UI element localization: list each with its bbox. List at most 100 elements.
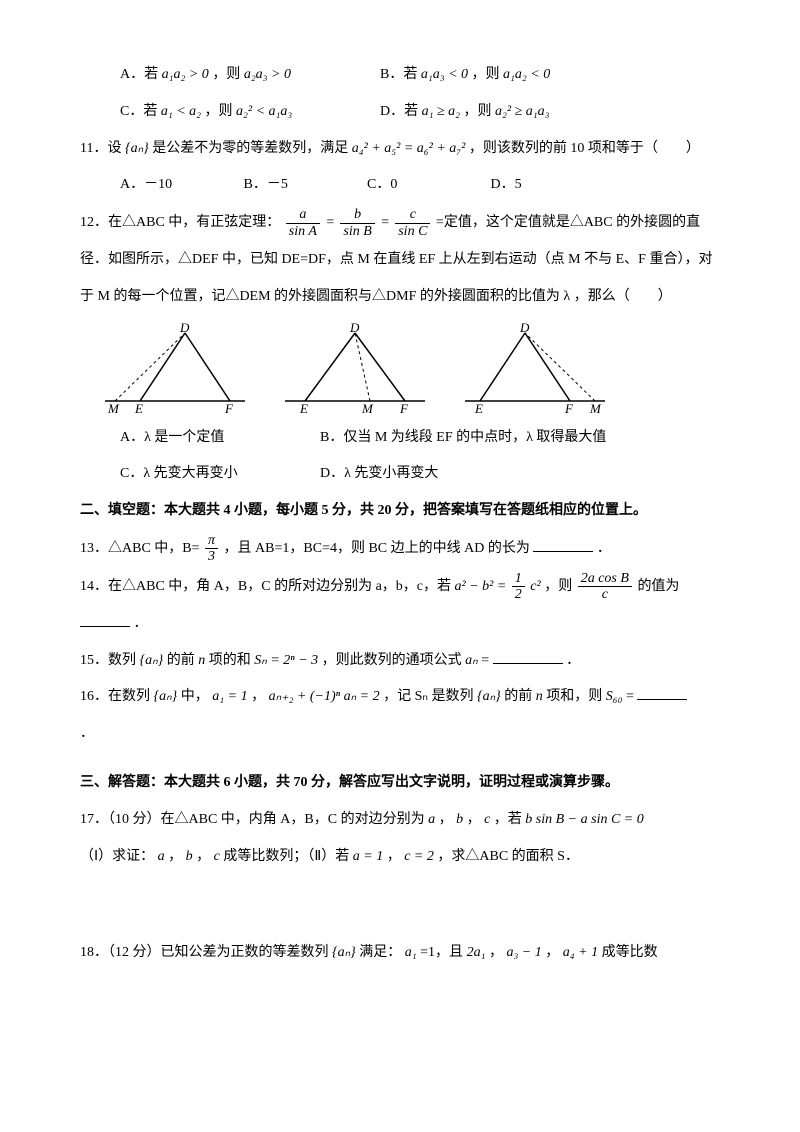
q17-2a: （Ⅰ）求证：: [80, 849, 154, 864]
opt-c-cond: a₁ < a₂: [161, 104, 201, 119]
num: c: [395, 207, 430, 222]
q16-pre: 16．在数列: [80, 689, 150, 704]
q12-num: 12．在△ABC 中，有正弦定理：: [80, 215, 280, 230]
frac-pi-3: π3: [205, 533, 218, 565]
q15-mid3: ，则此数列的通项公式: [322, 653, 462, 668]
num: a: [286, 207, 320, 222]
q18-pre: 18．（12 分）已知公差为正数的等差数列: [80, 945, 329, 960]
label-e: E: [474, 401, 483, 413]
q10-opt-b: B．若 a₁a₃ < 0 ，则 a₁a₂ < 0: [380, 60, 740, 91]
answer-blank: [533, 538, 593, 552]
q17-c2v: c = 2: [404, 849, 434, 864]
triangle-2: D E M F: [280, 323, 430, 413]
q14-pre: 14．在△ABC 中，角 A，B，C 的所对边分别为 a，b，c，若: [80, 579, 451, 594]
q15-seq: {aₙ}: [140, 653, 164, 668]
frac-b-sinB: bsin B: [340, 207, 374, 239]
q11-text1: 是公差不为零的等差数列，满足: [152, 141, 348, 156]
opt-d-res: a₂² ≥ a₁a₃: [495, 104, 549, 119]
label-f: F: [224, 401, 234, 413]
q11-text2: ，则该数列的前 10 项和等于（ ）: [469, 141, 700, 156]
q16-rec: aₙ₊₂ + (−1)ⁿ aₙ = 2: [269, 689, 380, 704]
frac-2acosB-c: 2a cos Bc: [578, 571, 632, 603]
den: 2: [512, 586, 525, 602]
q11-opt-c: C．0: [367, 170, 487, 201]
q10-options-cd: C．若 a₁ < a₂ ，则 a₂² < a₁a₃ D．若 a₁ ≥ a₂ ，则…: [80, 97, 740, 128]
section3-header: 三、解答题：本大题共 6 小题，共 70 分，解答应写出文字说明，证明过程或演算…: [80, 768, 740, 799]
num: 1: [512, 571, 525, 586]
opt-b-res: a₁a₂ < 0: [503, 67, 550, 82]
q12-triangles: D M E F D E M F D E F M: [100, 323, 740, 413]
q17-b: b: [456, 812, 463, 827]
q11-eq: a₄² + a₅² = a₆² + a₇²: [352, 141, 466, 156]
frac-half: 12: [512, 571, 525, 603]
q15-eq2: =: [481, 653, 489, 668]
q10-opt-d: D．若 a₁ ≥ a₂ ，则 a₂² ≥ a₁a₃: [380, 97, 740, 128]
q12-line1: 12．在△ABC 中，有正弦定理： asin A = bsin B = csin…: [80, 207, 740, 239]
q16-mid1: 中，: [181, 689, 209, 704]
q18-t3: a₄ + 1: [563, 945, 598, 960]
q15-mid1: 的前: [167, 653, 195, 668]
q12-line2: 径．如图所示，△DEF 中，已知 DE=DF，点 M 在直线 EF 上从左到右运…: [80, 245, 740, 276]
q13-end: ．: [597, 541, 611, 556]
q17-2c: ，求△ABC 的面积 S．: [437, 849, 579, 864]
label-m: M: [361, 401, 374, 413]
q11-options: A．－10 B．－5 C．0 D．5: [80, 170, 740, 201]
label-d: D: [349, 323, 360, 335]
q12-opt-d: D．λ 先变小再变大: [320, 459, 438, 490]
q14-lhs: a² − b² =: [455, 579, 510, 594]
sep: ，: [387, 849, 401, 864]
q16-eq: =: [626, 689, 634, 704]
q13: 13．△ABC 中，B= π3 ，且 AB=1，BC=4，则 BC 边上的中线 …: [80, 533, 740, 565]
opt-b-mid: ，则: [472, 67, 500, 82]
q16-end: ．: [80, 719, 740, 750]
num: b: [340, 207, 374, 222]
q16: 16．在数列 {aₙ} 中， a₁ = 1 ， aₙ₊₂ + (−1)ⁿ aₙ …: [80, 682, 740, 713]
opt-a-mid: ，则: [212, 67, 240, 82]
q16-seq: {aₙ}: [154, 689, 178, 704]
q18-t2: a₃ − 1: [506, 945, 541, 960]
sep: ，: [168, 849, 182, 864]
den: sin C: [395, 223, 430, 239]
q17-a2: a: [158, 849, 165, 864]
eq-sign: =: [325, 215, 338, 230]
q16-a1: a₁ = 1: [212, 689, 247, 704]
frac-c-sinC: csin C: [395, 207, 430, 239]
label-d: D: [519, 323, 530, 335]
q16-s60: S₆₀: [606, 689, 623, 704]
label-f: F: [564, 401, 574, 413]
q15-eq: Sₙ = 2ⁿ − 3: [254, 653, 318, 668]
opt-a-cond: a₁a₂ > 0: [162, 67, 209, 82]
q11-opt-a: A．－10: [120, 170, 240, 201]
label-m: M: [589, 401, 602, 413]
q12-opt-c: C．λ 先变大再变小: [120, 459, 320, 490]
q17-mid: ，若: [494, 812, 522, 827]
q17-eq: b sin B − a sin C = 0: [525, 812, 643, 827]
spacer: [80, 878, 740, 938]
q17-pre: 17．（10 分）在△ABC 中，内角 A，B，C 的对边分别为: [80, 812, 425, 827]
q10-opt-a: A．若 a₁a₂ > 0 ，则 a₂a₃ > 0: [120, 60, 380, 91]
q18-t1: 2a₁: [467, 945, 486, 960]
q14: 14．在△ABC 中，角 A，B，C 的所对边分别为 a，b，c，若 a² − …: [80, 571, 740, 603]
sep: ，: [489, 945, 503, 960]
num: 2a cos B: [578, 571, 632, 586]
q18-seq: {aₙ}: [332, 945, 356, 960]
q16-seq2: {aₙ}: [477, 689, 501, 704]
q18-post: 成等比数: [602, 945, 658, 960]
triangle-1: D M E F: [100, 323, 250, 413]
q12-options-cd: C．λ 先变大再变小 D．λ 先变小再变大: [80, 459, 740, 490]
opt-b-pre: B．若: [380, 67, 417, 82]
den: sin B: [340, 223, 374, 239]
opt-c-pre: C．若: [120, 104, 157, 119]
den: 3: [205, 548, 218, 564]
answer-blank: [637, 686, 687, 700]
q12-line3: 于 M 的每一个位置，记△DEM 的外接圆面积与△DMF 的外接圆面积的比值为 …: [80, 282, 740, 313]
den: c: [578, 586, 632, 602]
q17-a: a: [428, 812, 435, 827]
triangle-3: D E F M: [460, 323, 610, 413]
q15-an: aₙ: [465, 653, 478, 668]
label-f: F: [399, 401, 409, 413]
opt-d-pre: D．若: [380, 104, 418, 119]
q18-mid: 满足：: [359, 945, 401, 960]
q14-end: ．: [134, 616, 148, 631]
den: sin A: [286, 223, 320, 239]
